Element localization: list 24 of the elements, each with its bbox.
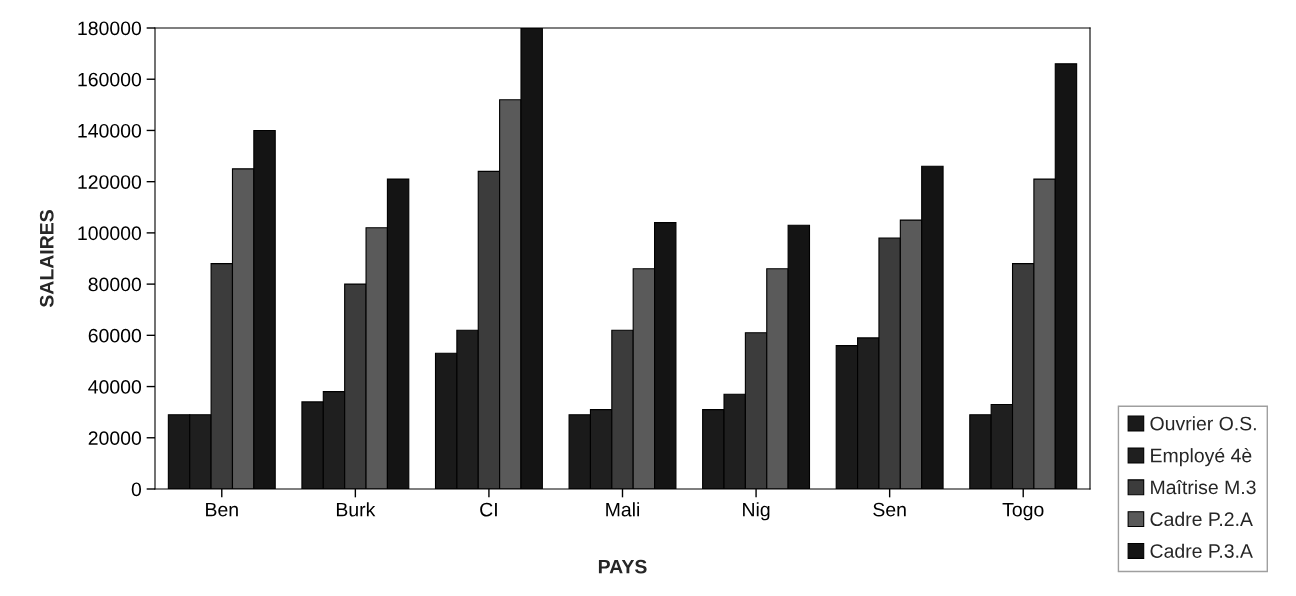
y-tick-label: 20000	[88, 431, 142, 446]
x-tick-label: Burk	[336, 502, 376, 517]
y-tick-label: 180000	[78, 21, 142, 36]
legend-label: Cadre P.2.A	[1150, 511, 1253, 527]
y-axis-title: SALAIRES	[39, 210, 54, 308]
legend-label: Maîtrise M.3	[1151, 479, 1256, 495]
x-axis-title: PAYS	[598, 559, 647, 574]
legend-label: Ouvrier O.S.	[1150, 416, 1256, 431]
x-tick-label: CI	[480, 502, 497, 517]
y-tick-label: 60000	[88, 328, 142, 343]
y-tick-label: 120000	[78, 175, 142, 189]
x-tick-label: Sen	[873, 502, 906, 517]
x-tick-label: Togo	[1002, 502, 1044, 521]
y-tick-label: 40000	[88, 380, 142, 394]
legend-label: Cadre P.3.A	[1150, 543, 1253, 558]
legend-label: Employé 4è	[1151, 447, 1252, 467]
x-tick-label: Ben	[206, 502, 238, 517]
x-tick-label: Nig	[743, 502, 770, 521]
y-tick-label: 100000	[78, 226, 142, 241]
y-tick-label: 160000	[78, 72, 142, 87]
y-tick-label: 0	[131, 482, 142, 497]
x-tick-label: Mali	[606, 502, 640, 517]
y-tick-label: 80000	[88, 277, 142, 292]
y-tick-label: 140000	[78, 123, 142, 138]
